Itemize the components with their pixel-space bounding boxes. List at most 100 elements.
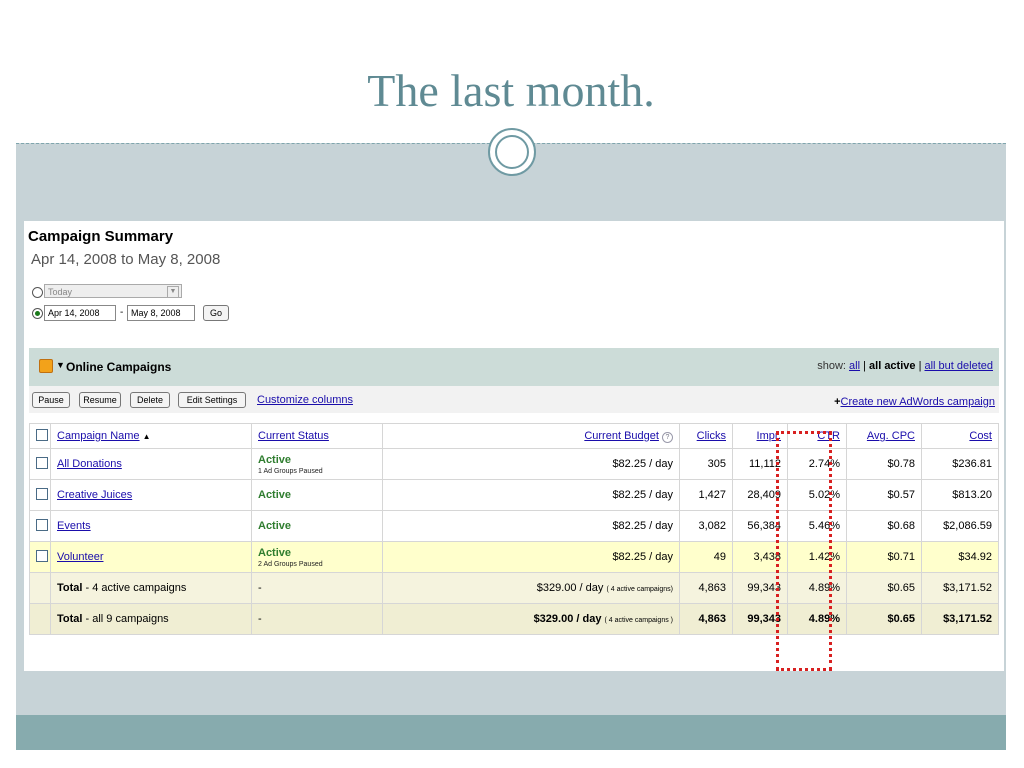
header-cell: Campaign Name ▲	[50, 423, 252, 449]
separator: |	[863, 360, 866, 372]
row-checkbox-cell	[29, 479, 51, 511]
campaign-table: Campaign Name ▲ Current Status Current B…	[29, 423, 999, 635]
cpc-cell: $0.78	[846, 448, 922, 480]
campaign-link[interactable]: Creative Juices	[57, 489, 133, 501]
sort-impressions[interactable]: Impr.	[756, 430, 781, 442]
clicks-cell: 1,427	[679, 479, 733, 511]
sort-campaign-name[interactable]: Campaign Name	[57, 430, 140, 442]
cost-cell: $3,171.52	[921, 603, 999, 635]
ctr-cell: 5.02%	[787, 479, 847, 511]
show-label: show:	[817, 360, 846, 372]
campaign-toolbar: Pause Resume Delete Edit Settings Custom…	[29, 386, 999, 413]
status-cell: Active 1 Ad Groups Paused	[251, 448, 383, 480]
today-select-value: Today	[48, 287, 73, 297]
header-cell: CTR	[787, 423, 847, 449]
budget-cell: $82.25 / day	[382, 448, 680, 480]
title-area: The last month.	[16, 16, 1006, 143]
table-row: Volunteer Active 2 Ad Groups Paused $82.2…	[29, 541, 999, 573]
campaign-name-cell: All Donations	[50, 448, 252, 480]
cpc-cell: $0.57	[846, 479, 922, 511]
cost-cell: $34.92	[921, 541, 999, 573]
separator: |	[918, 360, 922, 372]
total-label-cell: Total - all 9 campaigns	[50, 603, 252, 635]
campaign-name-cell: Events	[50, 510, 252, 542]
delete-button[interactable]: Delete	[130, 392, 170, 408]
status-note: 1 Ad Groups Paused	[258, 467, 323, 475]
sort-cost[interactable]: Cost	[969, 430, 992, 442]
row-checkbox[interactable]	[36, 518, 48, 531]
bottom-band	[16, 715, 1006, 750]
today-radio[interactable]	[32, 287, 43, 298]
cpc-cell: $0.65	[846, 603, 922, 635]
clicks-cell: 3,082	[679, 510, 733, 542]
table-row: All Donations Active 1 Ad Groups Paused $…	[29, 448, 999, 480]
status-label: Active	[258, 489, 292, 501]
budget-cell: $329.00 / day ( 4 active campaigns)	[382, 572, 680, 604]
customize-columns-link[interactable]: Customize columns	[257, 394, 353, 406]
sort-status[interactable]: Current Status	[258, 430, 329, 442]
budget-cell: $82.25 / day	[382, 541, 680, 573]
slide-title: The last month.	[367, 65, 655, 116]
row-checkbox[interactable]	[36, 487, 48, 500]
total-label-detail: - 4 active campaigns	[85, 582, 187, 594]
select-all-cell	[29, 423, 51, 449]
total-label: Total	[57, 582, 83, 594]
show-all-but-deleted-link[interactable]: all but deleted	[924, 360, 994, 372]
today-select[interactable]: Today ▼	[44, 284, 182, 298]
online-campaigns-bar: ▼ Online Campaigns show: all | all activ…	[29, 348, 999, 386]
help-icon[interactable]: ?	[662, 431, 673, 443]
header-cell: Current Status	[251, 423, 383, 449]
from-date-input[interactable]: Apr 14, 2008	[44, 305, 116, 321]
cpc-cell: $0.71	[846, 541, 922, 573]
header-cell: Cost	[921, 423, 999, 449]
row-checkbox[interactable]	[36, 456, 48, 469]
campaign-screenshot: Campaign Summary Apr 14, 2008 to May 8, …	[24, 221, 1004, 671]
to-date-input[interactable]: May 8, 2008	[127, 305, 195, 321]
clicks-cell: 305	[679, 448, 733, 480]
status-label: Active	[258, 546, 292, 559]
pause-button[interactable]: Pause	[32, 392, 70, 408]
resume-button[interactable]: Resume	[79, 392, 121, 408]
campaign-icon	[39, 359, 53, 373]
header-cell: Impr.	[732, 423, 788, 449]
sort-budget[interactable]: Current Budget	[584, 429, 659, 442]
total-budget: $329.00 / day	[533, 613, 602, 625]
date-range-label: Apr 14, 2008 to May 8, 2008	[31, 251, 221, 268]
go-button[interactable]: Go	[203, 305, 229, 321]
ctr-highlight-box	[776, 431, 832, 671]
totals-row: Total - all 9 campaigns - $329.00 / day …	[29, 603, 999, 635]
ctr-cell: 4.89%	[787, 603, 847, 635]
row-checkbox-cell	[29, 448, 51, 480]
create-campaign-link[interactable]: Create new AdWords campaign	[840, 396, 996, 408]
row-checkbox[interactable]	[36, 549, 48, 562]
campaign-link[interactable]: All Donations	[57, 458, 122, 470]
total-label-detail: - all 9 campaigns	[85, 613, 169, 625]
ctr-cell: 1.42%	[787, 541, 847, 573]
circle-ornament-icon	[488, 128, 536, 176]
cost-cell: $3,171.52	[921, 572, 999, 604]
ctr-cell: 4.89%	[787, 572, 847, 604]
row-spacer	[29, 603, 51, 635]
table-row: Events Active $82.25 / day 3,082 56,384 …	[29, 510, 999, 542]
header-cell: Current Budget ?	[382, 423, 680, 449]
sort-avg-cpc[interactable]: Avg. CPC	[866, 430, 915, 442]
table-row: Creative Juices Active $82.25 / day 1,42…	[29, 479, 999, 511]
select-all-checkbox[interactable]	[36, 428, 48, 441]
status-label: Active	[258, 453, 292, 466]
header-cell: Clicks	[679, 423, 733, 449]
totals-row: Total - 4 active campaigns - $329.00 / d…	[29, 572, 999, 604]
sort-ascending-icon: ▲	[142, 432, 151, 441]
ctr-cell: 2.74%	[787, 448, 847, 480]
caret-down-icon[interactable]: ▼	[56, 360, 65, 370]
campaign-link[interactable]: Events	[57, 520, 91, 532]
clicks-cell: 49	[679, 541, 733, 573]
date-range-radio[interactable]	[32, 308, 43, 319]
status-cell: Active	[251, 510, 383, 542]
edit-settings-button[interactable]: Edit Settings	[178, 392, 246, 408]
header-cell: Avg. CPC	[846, 423, 922, 449]
row-checkbox-cell	[29, 510, 51, 542]
show-all-link[interactable]: all	[849, 360, 861, 372]
campaign-link[interactable]: Volunteer	[57, 551, 104, 563]
sort-clicks[interactable]: Clicks	[696, 430, 726, 442]
status-cell: -	[251, 603, 383, 635]
